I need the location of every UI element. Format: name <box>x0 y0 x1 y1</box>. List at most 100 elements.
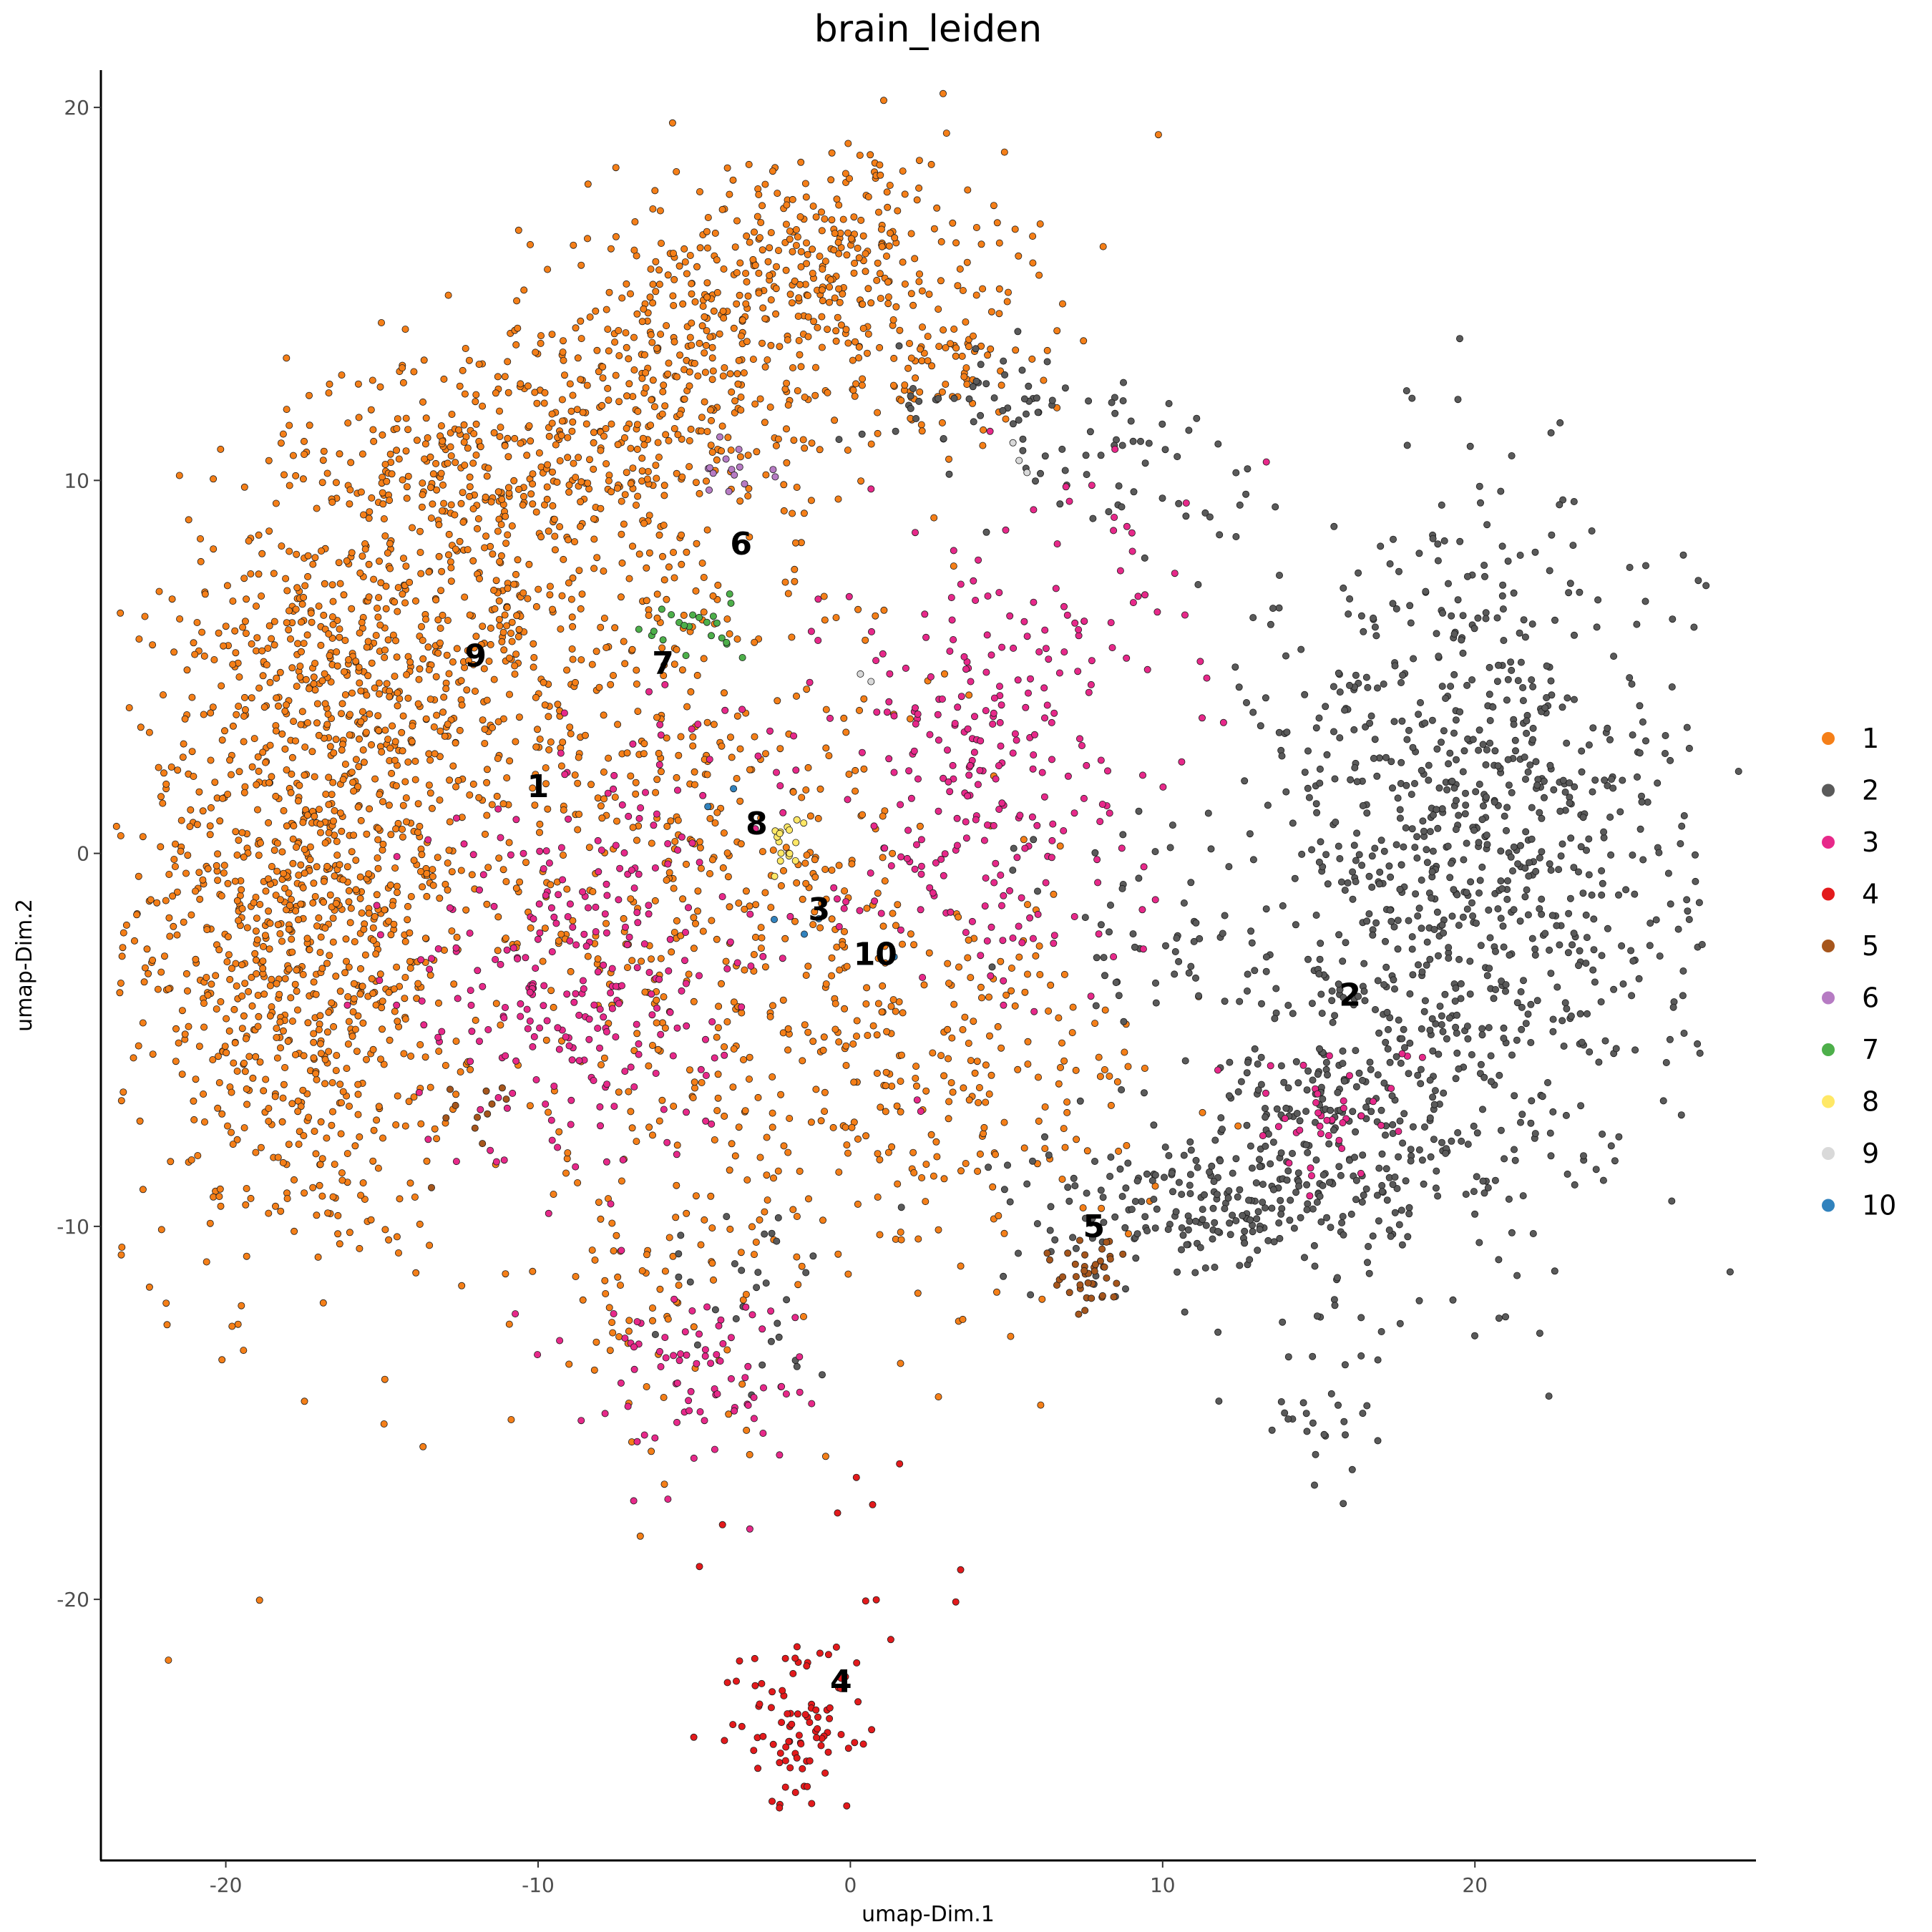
point <box>1131 943 1138 951</box>
point <box>1483 794 1491 801</box>
point <box>233 1136 241 1143</box>
point <box>472 398 479 406</box>
point <box>1500 943 1508 951</box>
point <box>1277 1062 1285 1070</box>
point <box>664 271 672 279</box>
point <box>1341 887 1349 894</box>
point <box>1316 955 1324 963</box>
point <box>163 1321 171 1329</box>
point <box>295 1141 303 1148</box>
point <box>801 859 809 867</box>
point <box>590 429 597 436</box>
point <box>1312 800 1320 808</box>
point <box>1299 1399 1307 1407</box>
point <box>1187 879 1195 887</box>
point <box>1456 335 1464 343</box>
point <box>444 886 452 894</box>
point <box>607 680 615 688</box>
point <box>392 782 400 790</box>
point <box>517 439 525 447</box>
point <box>325 1048 333 1055</box>
point <box>1464 1035 1472 1043</box>
point <box>549 468 557 476</box>
point <box>1636 825 1644 833</box>
point <box>1578 747 1586 755</box>
point <box>1685 744 1693 752</box>
point <box>599 363 607 371</box>
point <box>844 447 852 454</box>
point <box>456 726 464 734</box>
point <box>1607 1142 1615 1150</box>
point <box>1389 1121 1397 1128</box>
point <box>245 537 253 545</box>
point <box>332 899 340 907</box>
point <box>243 1252 250 1260</box>
point <box>1082 452 1090 459</box>
point <box>642 384 650 392</box>
point <box>346 500 353 508</box>
point <box>535 449 543 457</box>
point <box>1348 1465 1356 1473</box>
point <box>873 1069 881 1077</box>
point <box>404 426 412 434</box>
point <box>593 346 601 354</box>
point <box>623 469 630 477</box>
point <box>297 1103 305 1111</box>
point <box>662 431 670 439</box>
point <box>729 1083 737 1091</box>
point <box>564 1149 572 1157</box>
point <box>1396 1117 1404 1125</box>
point <box>1033 1220 1041 1228</box>
point <box>656 207 664 215</box>
point <box>568 645 576 653</box>
point <box>294 640 302 648</box>
point <box>965 395 973 403</box>
point <box>1666 1035 1674 1043</box>
point <box>627 1108 635 1116</box>
point <box>670 660 678 668</box>
point <box>447 452 455 460</box>
point <box>1106 1073 1113 1080</box>
point <box>1334 1088 1342 1096</box>
point <box>1363 809 1371 817</box>
point <box>1680 1030 1688 1038</box>
point <box>1269 605 1277 613</box>
point <box>461 593 469 601</box>
point <box>434 945 442 953</box>
point <box>329 938 337 946</box>
point <box>337 710 345 718</box>
point <box>1497 487 1505 495</box>
point <box>708 354 716 362</box>
point <box>882 959 889 967</box>
point <box>910 941 918 949</box>
point <box>1178 1191 1186 1199</box>
point <box>972 345 980 353</box>
point <box>1382 1131 1390 1139</box>
point <box>1453 796 1460 804</box>
point <box>1547 429 1555 436</box>
point <box>1366 1058 1374 1066</box>
point <box>309 899 317 907</box>
point <box>502 878 510 886</box>
point <box>248 1002 256 1010</box>
point <box>1499 922 1507 930</box>
point <box>1674 925 1682 933</box>
point <box>510 477 518 484</box>
point <box>253 806 261 814</box>
point <box>670 301 678 309</box>
point <box>1428 868 1436 876</box>
point <box>1726 1268 1734 1276</box>
point <box>1479 741 1487 748</box>
point <box>426 789 434 797</box>
point <box>889 316 897 323</box>
point <box>365 593 373 601</box>
point <box>744 492 752 500</box>
point <box>582 731 590 739</box>
point <box>1563 1170 1571 1178</box>
point <box>639 434 647 442</box>
point <box>224 933 232 941</box>
point <box>1034 409 1042 416</box>
point <box>369 1045 377 1053</box>
point <box>175 1039 182 1047</box>
point <box>1472 788 1480 796</box>
